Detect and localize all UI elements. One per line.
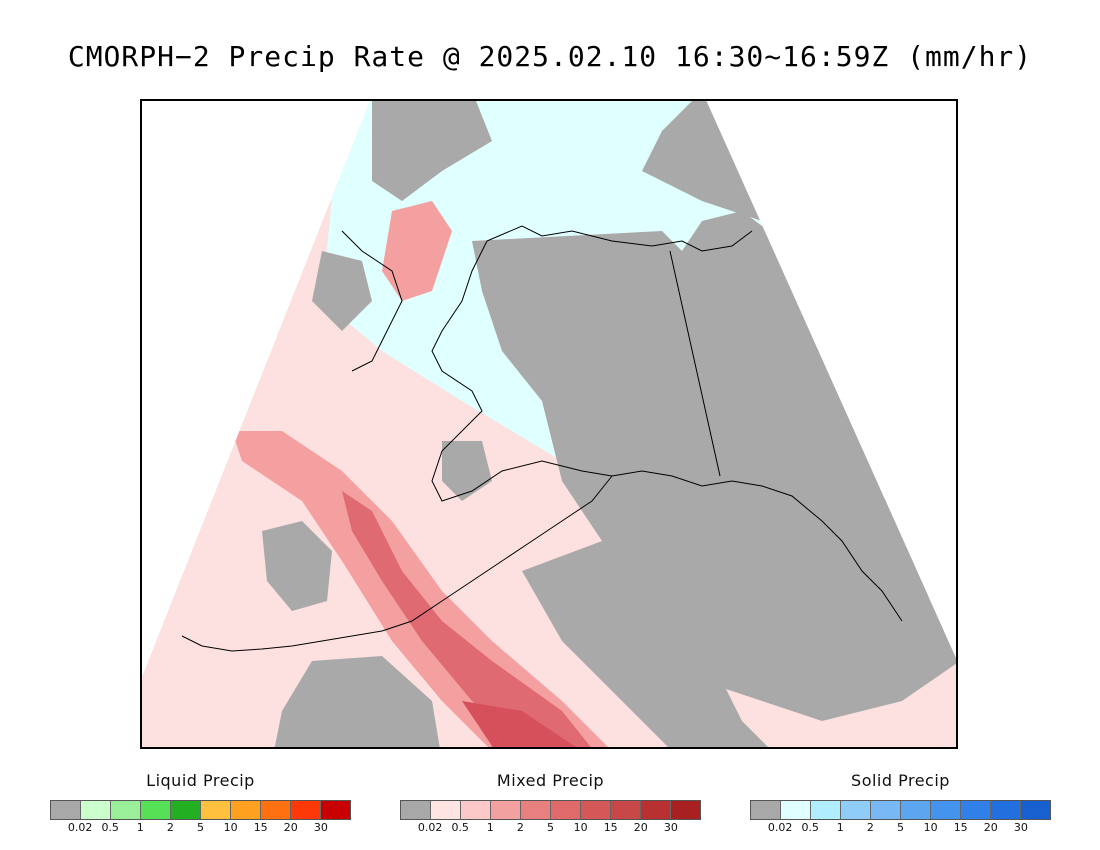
no-precip-region-gulf (637, 481, 956, 721)
coastline-chukotka (341, 230, 403, 372)
legend-swatch (291, 801, 321, 819)
precip-map-svg (142, 101, 956, 747)
legend-swatch (671, 801, 700, 819)
legend-swatch (871, 801, 901, 819)
legend-tick-label: 20 (983, 821, 998, 834)
legend-tick-label: 0.02 (67, 821, 93, 834)
legend-tick-label: 10 (923, 821, 938, 834)
coastline-peninsula (381, 475, 613, 632)
no-precip-region-chukchi (372, 101, 492, 201)
legend-tick-label: 20 (283, 821, 298, 834)
legend-swatch (231, 801, 261, 819)
legend-tick-label: 0.5 (451, 821, 469, 834)
legend-swatch (641, 801, 671, 819)
legend-swatches-mixed (400, 800, 701, 820)
no-precip-region-chukotka (312, 251, 372, 331)
legend-tick-label: 5 (547, 821, 554, 834)
legend-ticks-liquid: 0.02 0.5 1 2 5 10 15 20 30 (50, 820, 351, 834)
legend-tick-label: 1 (836, 821, 844, 834)
coastline-mainland (431, 240, 903, 622)
legend-swatch (171, 801, 201, 819)
legend-tick-label: 1 (136, 821, 144, 834)
coastline-north (486, 225, 753, 252)
legend-tick-label: 30 (1013, 821, 1028, 834)
legend-swatches-solid (750, 800, 1051, 820)
legend-swatch (1021, 801, 1050, 819)
legend-tick-label: 0.02 (767, 821, 793, 834)
legend-ticks-mixed: 0.02 0.5 1 2 5 10 15 20 30 (400, 820, 701, 834)
legend-swatch (581, 801, 611, 819)
legend-swatch (461, 801, 491, 819)
legend-swatch (141, 801, 171, 819)
legend-swatch (261, 801, 291, 819)
legend-tick-label: 2 (516, 821, 524, 834)
no-precip-region-west (262, 521, 332, 611)
legend-swatch (961, 801, 991, 819)
legend-tick-label: 10 (573, 821, 588, 834)
legend-tick-label: 20 (633, 821, 648, 834)
legend-tick-label: 1 (486, 821, 494, 834)
legend-tick-label: 0.02 (417, 821, 443, 834)
legend-swatch (431, 801, 461, 819)
legend-tick-label: 0.5 (101, 821, 119, 834)
legend-swatch (751, 801, 781, 819)
canada-border (669, 250, 721, 477)
legend-title-mixed: Mixed Precip (496, 771, 605, 790)
mixed-precip-north-patch (382, 201, 452, 301)
legend-swatch (611, 801, 641, 819)
legend-swatch (901, 801, 931, 819)
legend-swatch (51, 801, 81, 819)
legend-swatch (81, 801, 111, 819)
legend-tick-label: 2 (866, 821, 874, 834)
legend-tick-label: 0.5 (801, 821, 819, 834)
legend-swatch (811, 801, 841, 819)
map-title: CMORPH−2 Precip Rate @ 2025.02.10 16:30~… (67, 40, 1033, 73)
mixed-precip-band (232, 431, 622, 747)
legend-solid: Solid Precip 0.02 0.5 1 2 5 10 15 20 30 (750, 770, 1051, 834)
no-precip-region-south (522, 541, 782, 747)
legend-swatch (491, 801, 521, 819)
precip-map (140, 99, 958, 749)
legend-tick-label: 30 (313, 821, 328, 834)
legend-swatch (991, 801, 1021, 819)
legend-tick-label: 15 (603, 821, 618, 834)
legend-swatch (551, 801, 581, 819)
legend-ticks-solid: 0.02 0.5 1 2 5 10 15 20 30 (750, 820, 1051, 834)
legend-swatch (781, 801, 811, 819)
coastline-aleutians (181, 630, 383, 652)
legend-tick-label: 15 (253, 821, 268, 834)
no-precip-region-southwest (272, 656, 442, 747)
legend-tick-label: 2 (166, 821, 174, 834)
mixed-precip-band-core (342, 491, 602, 747)
legend-title-solid: Solid Precip (851, 771, 950, 790)
legend-tick-label: 10 (223, 821, 238, 834)
legend-tick-label: 30 (663, 821, 678, 834)
legend-tick-label: 15 (953, 821, 968, 834)
legend-liquid: Liquid Precip 0.02 0.5 1 2 5 10 15 20 30 (50, 770, 351, 834)
legend-title-liquid: Liquid Precip (146, 771, 255, 790)
legend-swatch (111, 801, 141, 819)
legend-swatches-liquid (50, 800, 351, 820)
mixed-precip-band-max (462, 701, 582, 747)
legend-swatch (521, 801, 551, 819)
legend-tick-label: 5 (197, 821, 204, 834)
legend-mixed: Mixed Precip 0.02 0.5 1 2 5 10 15 20 30 (400, 770, 701, 834)
legend-swatch (401, 801, 431, 819)
legend-swatch (201, 801, 231, 819)
legend-tick-label: 5 (897, 821, 904, 834)
legend-swatch (931, 801, 961, 819)
legend-swatch (321, 801, 350, 819)
legend-swatch (841, 801, 871, 819)
